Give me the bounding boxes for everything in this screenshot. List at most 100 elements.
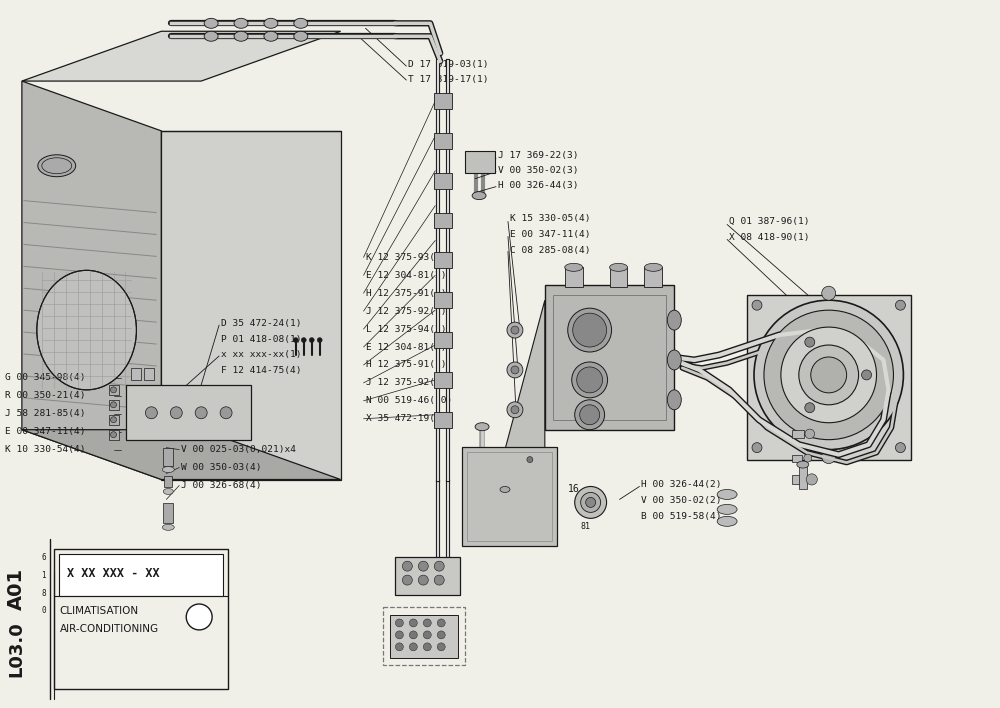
Text: P 01 418-08(1): P 01 418-08(1)	[221, 335, 302, 343]
Circle shape	[754, 300, 903, 450]
Circle shape	[402, 561, 412, 571]
Circle shape	[423, 631, 431, 639]
Bar	[747, 295, 911, 459]
Circle shape	[511, 406, 519, 413]
Text: X 08 418-90(1): X 08 418-90(1)	[729, 233, 810, 242]
Ellipse shape	[644, 263, 662, 271]
Text: CC: CC	[193, 612, 205, 622]
Text: J 00 326-68(4): J 00 326-68(4)	[181, 481, 262, 490]
Circle shape	[395, 631, 403, 639]
Circle shape	[437, 631, 445, 639]
Circle shape	[895, 300, 905, 310]
Circle shape	[586, 498, 596, 508]
Ellipse shape	[264, 18, 278, 28]
Circle shape	[293, 338, 298, 343]
Bar	[553, 295, 666, 420]
Ellipse shape	[500, 486, 510, 493]
Circle shape	[507, 322, 523, 338]
Circle shape	[811, 357, 847, 393]
Circle shape	[434, 575, 444, 585]
Circle shape	[895, 442, 905, 452]
Text: Q 01 387-96(1): Q 01 387-96(1)	[729, 217, 810, 226]
Text: x xx xxx-xx(1): x xx xxx-xx(1)	[221, 350, 302, 360]
Ellipse shape	[234, 18, 248, 28]
Bar	[545, 285, 674, 430]
Circle shape	[111, 402, 117, 408]
Circle shape	[409, 631, 417, 639]
Circle shape	[862, 370, 872, 380]
Text: 16: 16	[568, 484, 579, 494]
Text: 81: 81	[581, 522, 591, 531]
Text: B 00 519-58(4): B 00 519-58(4)	[641, 512, 722, 521]
Circle shape	[437, 643, 445, 651]
Circle shape	[309, 338, 314, 343]
Text: F 12 414-75(4): F 12 414-75(4)	[221, 367, 302, 375]
Ellipse shape	[475, 423, 489, 430]
Circle shape	[821, 367, 837, 383]
Ellipse shape	[163, 489, 173, 494]
Bar	[792, 430, 804, 438]
Text: L 12 375-94(2): L 12 375-94(2)	[366, 324, 446, 333]
Text: J 58 281-85(4): J 58 281-85(4)	[5, 409, 85, 418]
Circle shape	[402, 575, 412, 585]
Bar	[163, 447, 173, 466]
Text: E 00 347-11(4): E 00 347-11(4)	[510, 230, 590, 239]
Bar	[164, 476, 172, 488]
Bar	[109, 385, 119, 395]
Text: A01: A01	[6, 568, 25, 610]
Circle shape	[581, 493, 601, 513]
Text: X 35 472-19(1): X 35 472-19(1)	[366, 414, 446, 423]
Ellipse shape	[667, 310, 681, 330]
Text: D 17 319-03(1): D 17 319-03(1)	[408, 59, 489, 69]
Ellipse shape	[667, 390, 681, 410]
Text: AIR-CONDITIONING: AIR-CONDITIONING	[60, 624, 159, 634]
Ellipse shape	[717, 516, 737, 526]
Circle shape	[752, 300, 762, 310]
Circle shape	[573, 313, 607, 347]
Circle shape	[507, 402, 523, 418]
Ellipse shape	[264, 31, 278, 41]
Text: CLIMATISATION: CLIMATISATION	[60, 606, 139, 616]
Text: V 00 350-02(3): V 00 350-02(3)	[498, 166, 579, 175]
Text: R 00 350-21(4): R 00 350-21(4)	[5, 392, 85, 400]
Text: D 35 472-24(1): D 35 472-24(1)	[221, 319, 302, 328]
Circle shape	[580, 405, 600, 425]
Circle shape	[577, 367, 603, 393]
Circle shape	[822, 286, 836, 300]
Circle shape	[395, 619, 403, 627]
Bar	[54, 549, 228, 689]
Polygon shape	[22, 81, 161, 479]
Ellipse shape	[38, 155, 76, 177]
Ellipse shape	[294, 18, 308, 28]
Bar	[109, 400, 119, 410]
Circle shape	[418, 561, 428, 571]
Ellipse shape	[472, 192, 486, 200]
Bar	[126, 385, 251, 440]
Polygon shape	[161, 131, 341, 479]
Text: 0: 0	[41, 607, 46, 615]
Bar	[792, 474, 806, 484]
Circle shape	[806, 474, 817, 485]
Polygon shape	[505, 300, 545, 450]
Bar	[383, 607, 465, 665]
Circle shape	[317, 338, 322, 343]
Text: K 10 330-54(4): K 10 330-54(4)	[5, 445, 85, 454]
Circle shape	[111, 417, 117, 423]
Text: J 12 375-92(1): J 12 375-92(1)	[366, 307, 446, 316]
Text: X XX XXX - XX: X XX XXX - XX	[67, 566, 159, 580]
Circle shape	[301, 338, 306, 343]
Bar	[610, 268, 627, 287]
Text: M 17 319-80(1): M 17 319-80(1)	[809, 367, 889, 377]
Ellipse shape	[294, 31, 308, 41]
Text: K 15 330-05(4): K 15 330-05(4)	[510, 214, 590, 223]
Circle shape	[409, 619, 417, 627]
Text: H 00 326-44(3): H 00 326-44(3)	[498, 181, 579, 190]
Circle shape	[111, 432, 117, 438]
Ellipse shape	[162, 467, 174, 472]
Text: W 00 350-03(4): W 00 350-03(4)	[181, 463, 262, 472]
Circle shape	[220, 407, 232, 418]
Polygon shape	[22, 430, 341, 479]
Circle shape	[527, 457, 533, 462]
Bar	[434, 292, 452, 308]
Circle shape	[805, 403, 815, 413]
